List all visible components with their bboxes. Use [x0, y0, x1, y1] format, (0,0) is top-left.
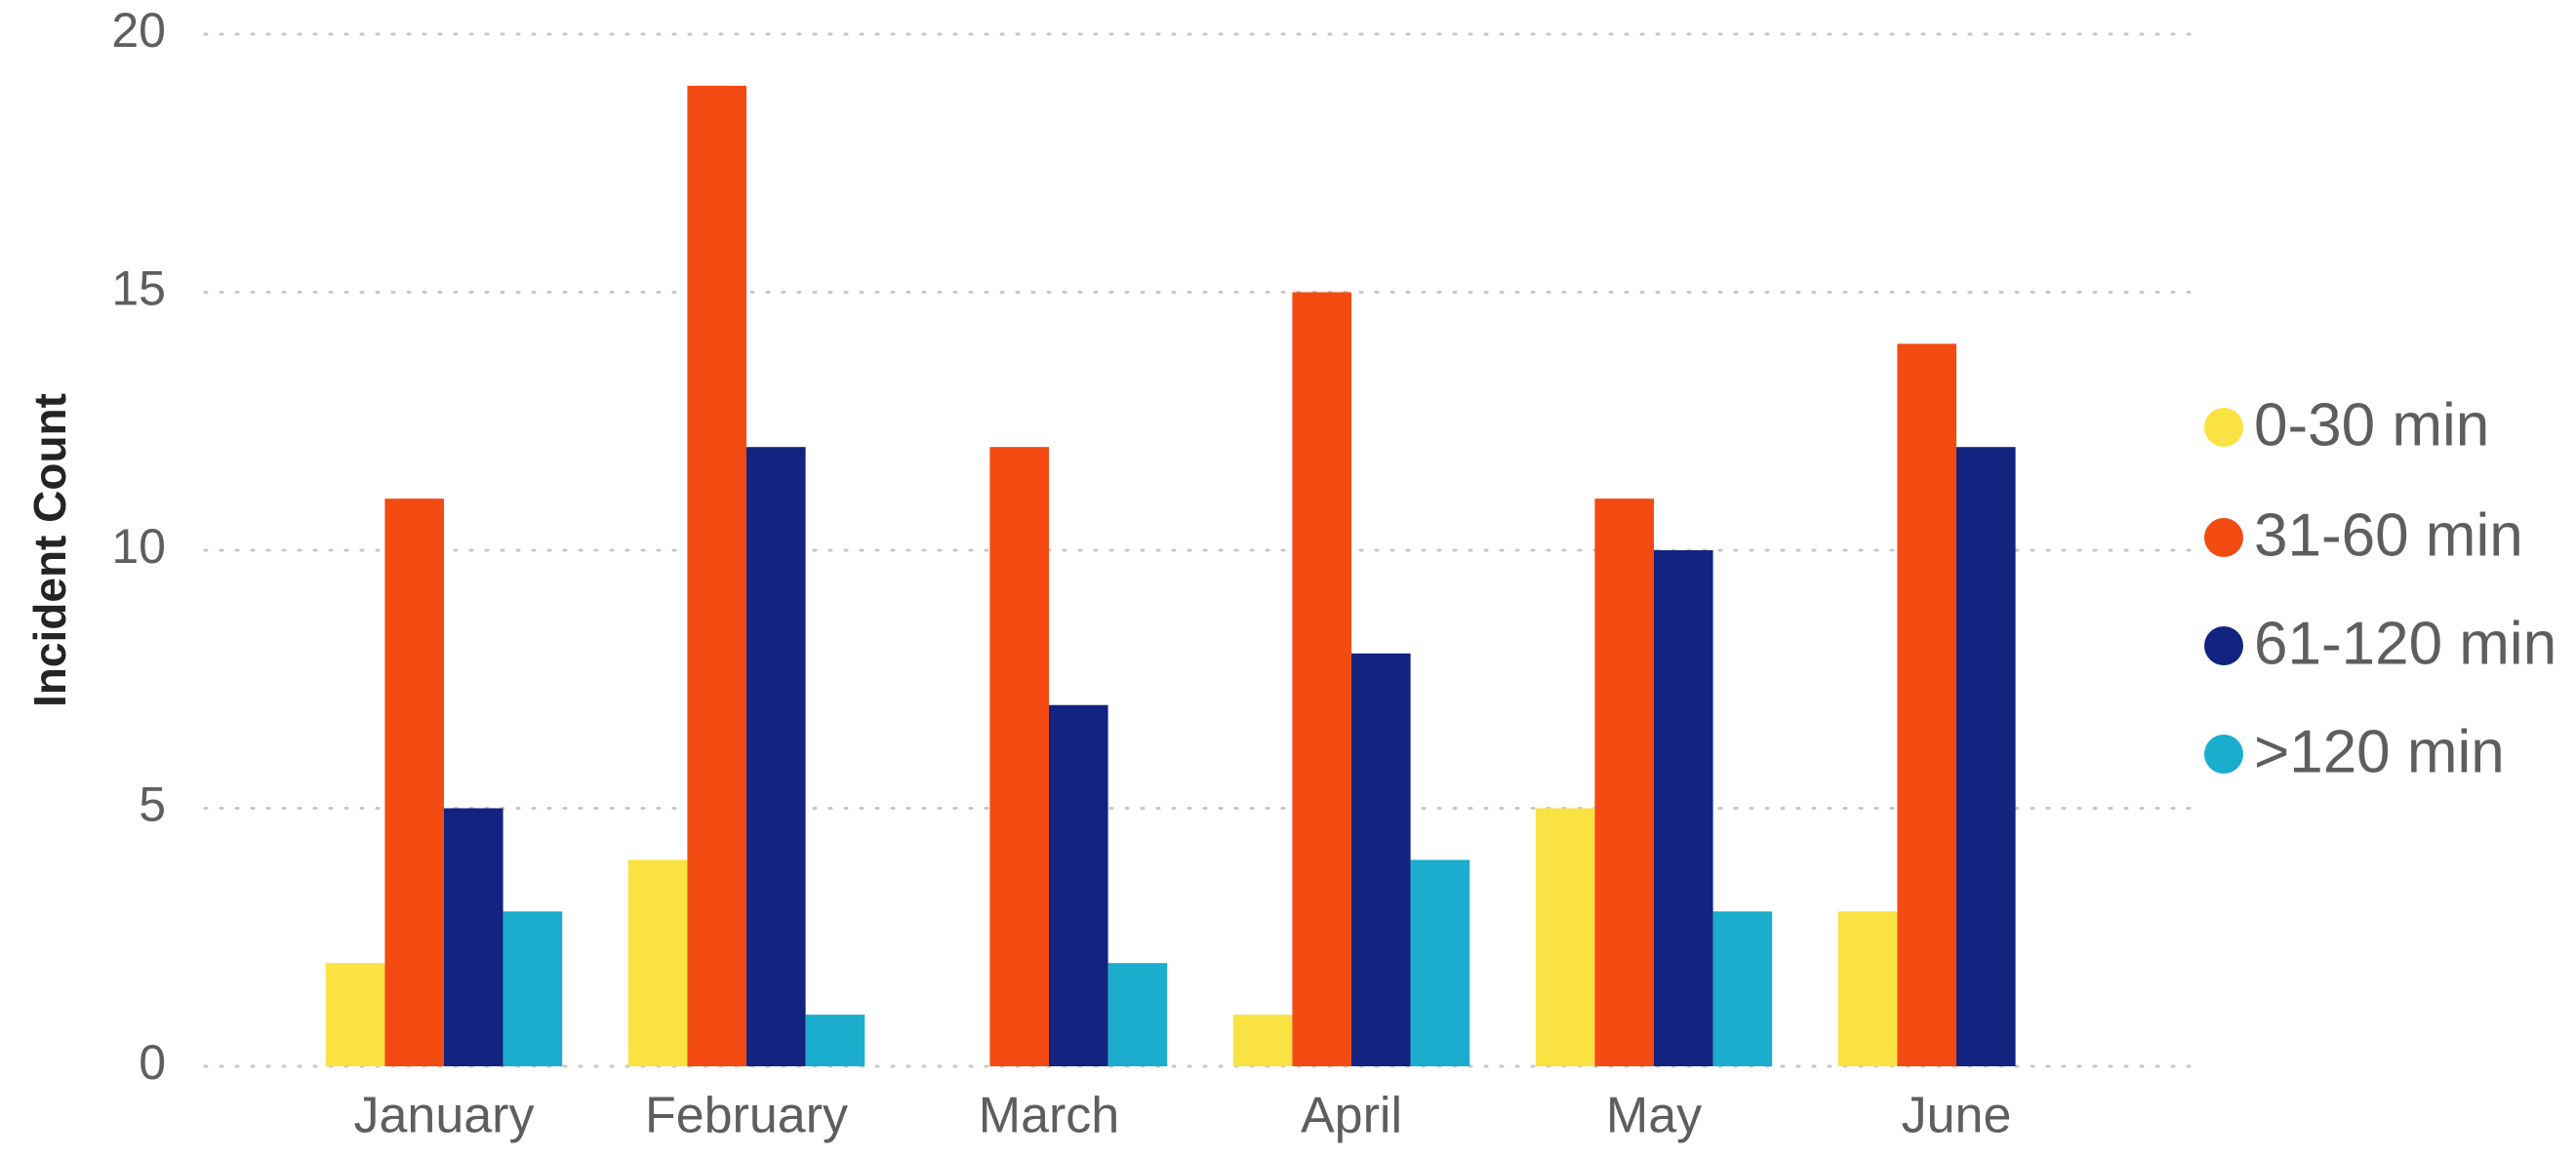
legend-label: 0-30 min: [2254, 391, 2489, 459]
y-tick-label: 10: [111, 519, 166, 574]
bar: [1712, 911, 1773, 1066]
bar: [1837, 911, 1898, 1066]
bar: [1654, 550, 1713, 1066]
x-tick-label: May: [1606, 1088, 1702, 1144]
bar: [1351, 653, 1411, 1066]
legend-marker: [2204, 408, 2243, 447]
bar: [687, 85, 746, 1066]
bar: [989, 447, 1049, 1066]
x-tick-label: April: [1301, 1088, 1402, 1144]
x-tick-label: June: [1902, 1088, 2012, 1144]
bar: [1292, 292, 1351, 1066]
legend-label: 61-120 min: [2254, 610, 2556, 677]
bar: [1594, 499, 1654, 1067]
legend-marker: [2204, 735, 2243, 774]
y-tick-label: 15: [111, 261, 166, 316]
bar: [805, 1015, 865, 1066]
bar: [627, 859, 688, 1066]
legend-label: 31-60 min: [2254, 501, 2523, 569]
bar: [1107, 963, 1168, 1066]
y-tick-label: 20: [111, 3, 166, 58]
y-tick-label: 0: [139, 1035, 166, 1090]
bar: [1410, 859, 1470, 1066]
bar: [1049, 704, 1108, 1066]
legend-marker: [2204, 626, 2243, 665]
legend-marker: [2204, 518, 2243, 557]
bar: [1897, 343, 1956, 1066]
bar: [503, 911, 563, 1066]
legend-label: >120 min: [2254, 718, 2505, 785]
bar: [1232, 1015, 1293, 1066]
bar: [1956, 447, 2016, 1066]
bar: [1535, 808, 1595, 1066]
bar: [384, 499, 444, 1067]
y-tick-label: 5: [139, 778, 166, 832]
x-tick-label: January: [354, 1088, 535, 1144]
bar: [444, 808, 503, 1066]
x-tick-label: March: [979, 1088, 1119, 1144]
bar: [325, 963, 385, 1066]
bar: [746, 447, 806, 1066]
x-tick-label: February: [645, 1088, 848, 1144]
y-axis-title: Incident Count: [24, 393, 75, 707]
